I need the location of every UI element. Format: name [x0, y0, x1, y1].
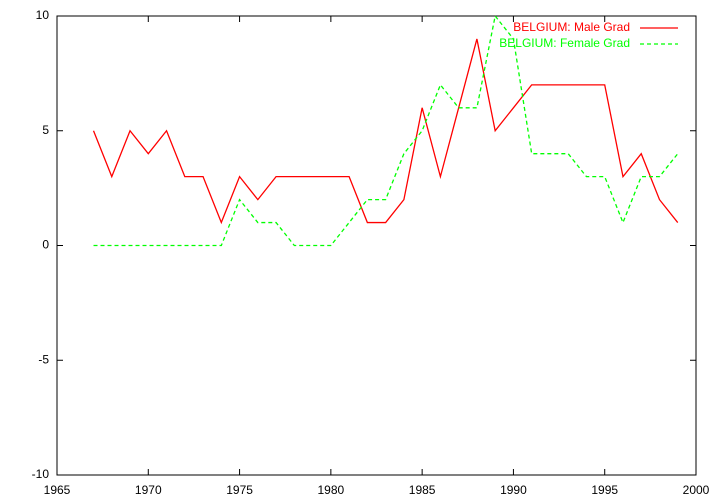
y-tick-label: -10	[32, 467, 50, 481]
series-line	[93, 14, 679, 247]
x-tick-label: 1985	[409, 483, 436, 497]
x-tick-label: 1995	[591, 483, 618, 497]
x-tick-label: 1965	[44, 483, 71, 497]
y-tick-label: 5	[42, 123, 49, 137]
x-tick-label: 1970	[135, 483, 162, 497]
x-tick-label: 1975	[226, 483, 253, 497]
x-tick-label: 2000	[683, 483, 710, 497]
y-tick-label: -5	[38, 352, 49, 366]
y-tick-label: 10	[36, 8, 50, 22]
legend-label: BELGIUM: Female Grad	[499, 36, 630, 50]
legend-label: BELGIUM: Male Grad	[513, 20, 630, 34]
y-tick-label: 0	[42, 238, 49, 252]
series-line	[92, 38, 679, 225]
x-tick-label: 1980	[318, 483, 345, 497]
x-tick-label: 1990	[500, 483, 527, 497]
